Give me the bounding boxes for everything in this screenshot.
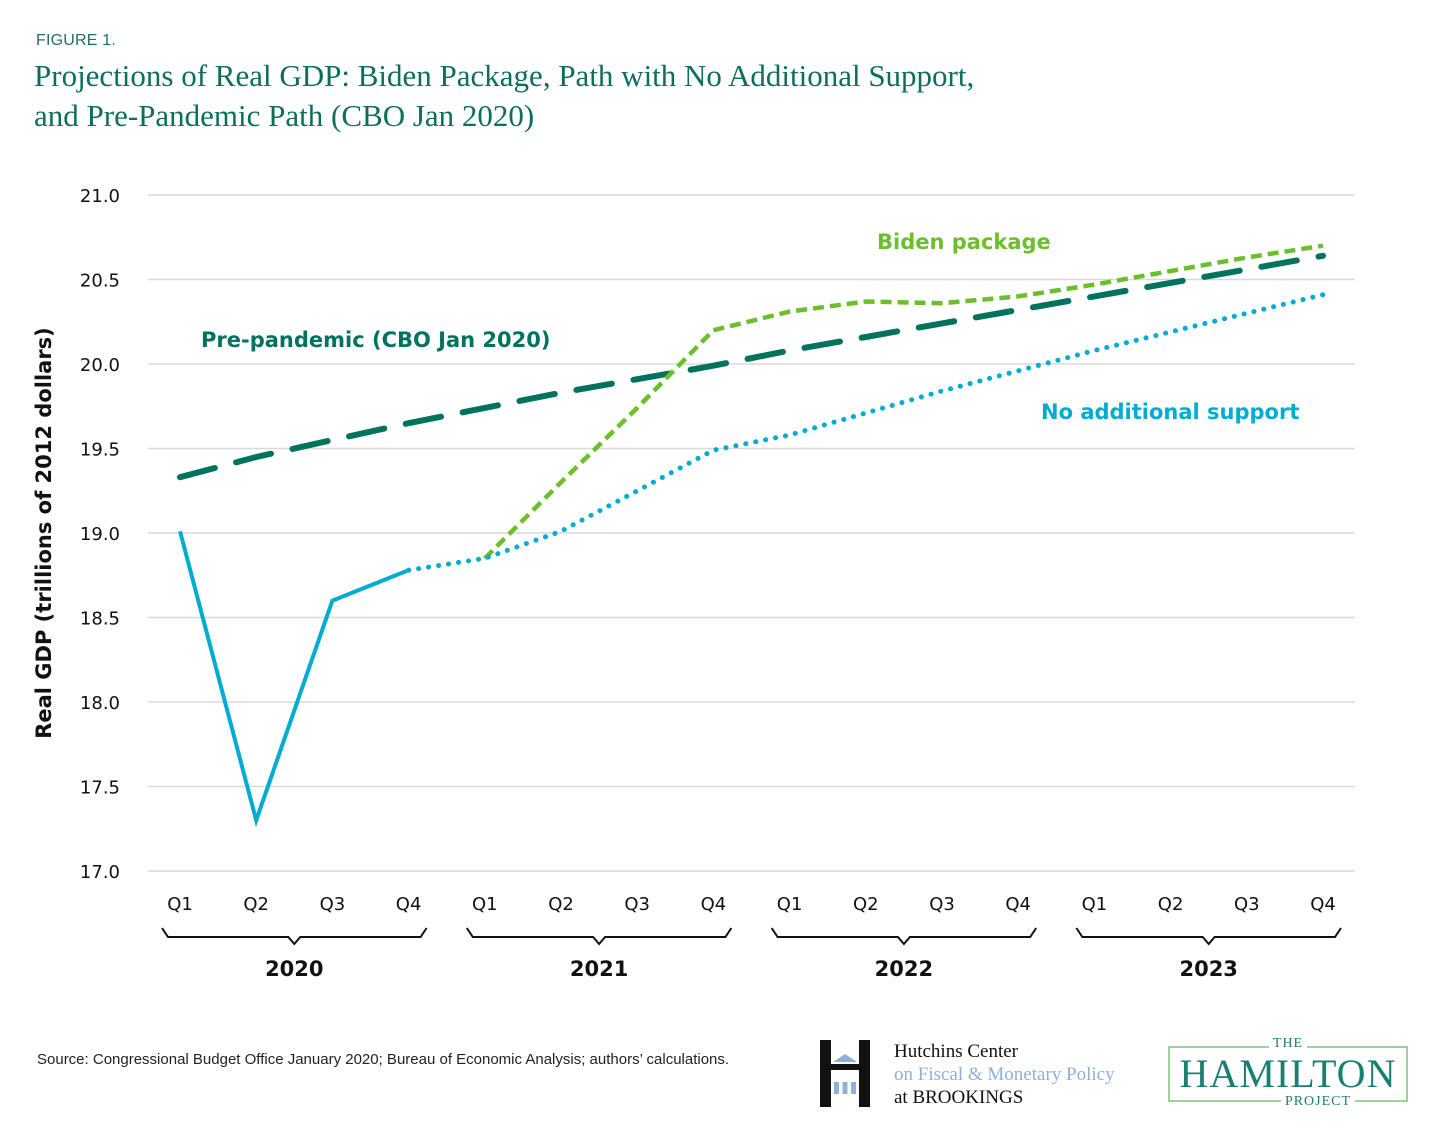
- chart: 17.0 17.5 18.0 18.5 19.0 19.5 20.0 20.5 21.0 Rea…: [32, 186, 1355, 981]
- y-tick-label: 21.0: [80, 186, 120, 207]
- year-label: 2022: [875, 957, 933, 981]
- x-tick-label: Q3: [929, 894, 955, 915]
- series-annotations: Biden package Pre-pandemic (CBO Jan 2020…: [201, 230, 1299, 424]
- series-line-no-support-actual: [178, 530, 410, 828]
- year-brace: [465, 927, 733, 946]
- x-tick-label: Q3: [624, 894, 650, 915]
- x-tick-label: Q3: [320, 894, 346, 915]
- x-tick-label: Q2: [1158, 894, 1184, 915]
- x-tick-label: Q3: [1234, 894, 1260, 915]
- y-tick-label: 20.0: [80, 355, 120, 376]
- hamilton-main: HAMILTON: [1179, 1051, 1397, 1096]
- y-tick-labels: 17.0 17.5 18.0 18.5 19.0 19.5 20.0 20.5 21.0: [80, 186, 120, 883]
- year-brace: [770, 927, 1038, 946]
- y-axis-label: Real GDP (trillions of 2012 dollars): [32, 327, 56, 739]
- chart-title-line2: and Pre-Pandemic Path (CBO Jan 2020): [34, 98, 535, 133]
- x-tick-label: Q4: [1005, 894, 1031, 915]
- series-lines: [177, 243, 1326, 828]
- x-tick-label: Q2: [243, 894, 269, 915]
- annotation-no-additional-support: No additional support: [1041, 400, 1299, 424]
- x-tick-labels: Q1 Q2 Q3 Q4 Q1 Q2 Q3 Q4 Q1 Q2 Q3 Q4 Q1 Q2 Q3 Q4: [167, 894, 1336, 915]
- year-label: 2021: [570, 957, 628, 981]
- x-tick-label: Q1: [472, 894, 498, 915]
- year-label: 2023: [1179, 957, 1237, 981]
- hamilton-the: THE: [1268, 1036, 1308, 1051]
- y-tick-label: 17.0: [80, 862, 120, 883]
- hutchins-line1: Hutchins Center: [894, 1041, 1019, 1062]
- hamilton-project-logo: THE HAMILTON PROJECT: [1168, 1036, 1408, 1109]
- y-tick-label: 20.5: [80, 271, 120, 292]
- x-tick-label: Q2: [548, 894, 574, 915]
- x-tick-label: Q1: [1082, 894, 1108, 915]
- x-tick-label: Q1: [777, 894, 803, 915]
- year-label: 2020: [265, 957, 323, 981]
- hamilton-project: PROJECT: [1280, 1094, 1356, 1109]
- series-line-pre-pandemic: [177, 252, 1326, 481]
- x-tick-label: Q2: [853, 894, 879, 915]
- gridlines: [148, 194, 1355, 872]
- figure-label: FIGURE 1.: [36, 32, 117, 49]
- hutchins-building-icon: [820, 1040, 870, 1107]
- x-tick-label: Q1: [167, 894, 193, 915]
- series-line-biden-package: [483, 243, 1324, 560]
- y-tick-label: 17.5: [80, 778, 120, 799]
- x-tick-label: Q4: [396, 894, 422, 915]
- y-tick-label: 19.5: [80, 440, 120, 461]
- x-tick-label: Q4: [701, 894, 727, 915]
- hutchins-line2: on Fiscal & Monetary Policy: [894, 1064, 1115, 1085]
- year-braces: 2020 2021 2022 2023: [161, 927, 1342, 981]
- year-brace: [1075, 927, 1342, 946]
- x-tick-label: Q4: [1310, 894, 1336, 915]
- chart-title: Projections of Real GDP: Biden Package, …: [34, 56, 1234, 136]
- chart-title-line1: Projections of Real GDP: Biden Package, …: [34, 58, 975, 93]
- source-note: Source: Congressional Budget Office Janu…: [37, 1051, 730, 1068]
- hutchins-center-logo: Hutchins Center on Fiscal & Monetary Pol…: [820, 1040, 1160, 1108]
- y-tick-label: 18.0: [80, 693, 120, 714]
- y-tick-label: 18.5: [80, 609, 120, 630]
- annotation-biden-package: Biden package: [877, 230, 1051, 254]
- hutchins-line3: at BROOKINGS: [894, 1087, 1024, 1108]
- y-tick-label: 19.0: [80, 524, 120, 545]
- year-brace: [161, 927, 428, 946]
- annotation-pre-pandemic: Pre-pandemic (CBO Jan 2020): [201, 328, 550, 352]
